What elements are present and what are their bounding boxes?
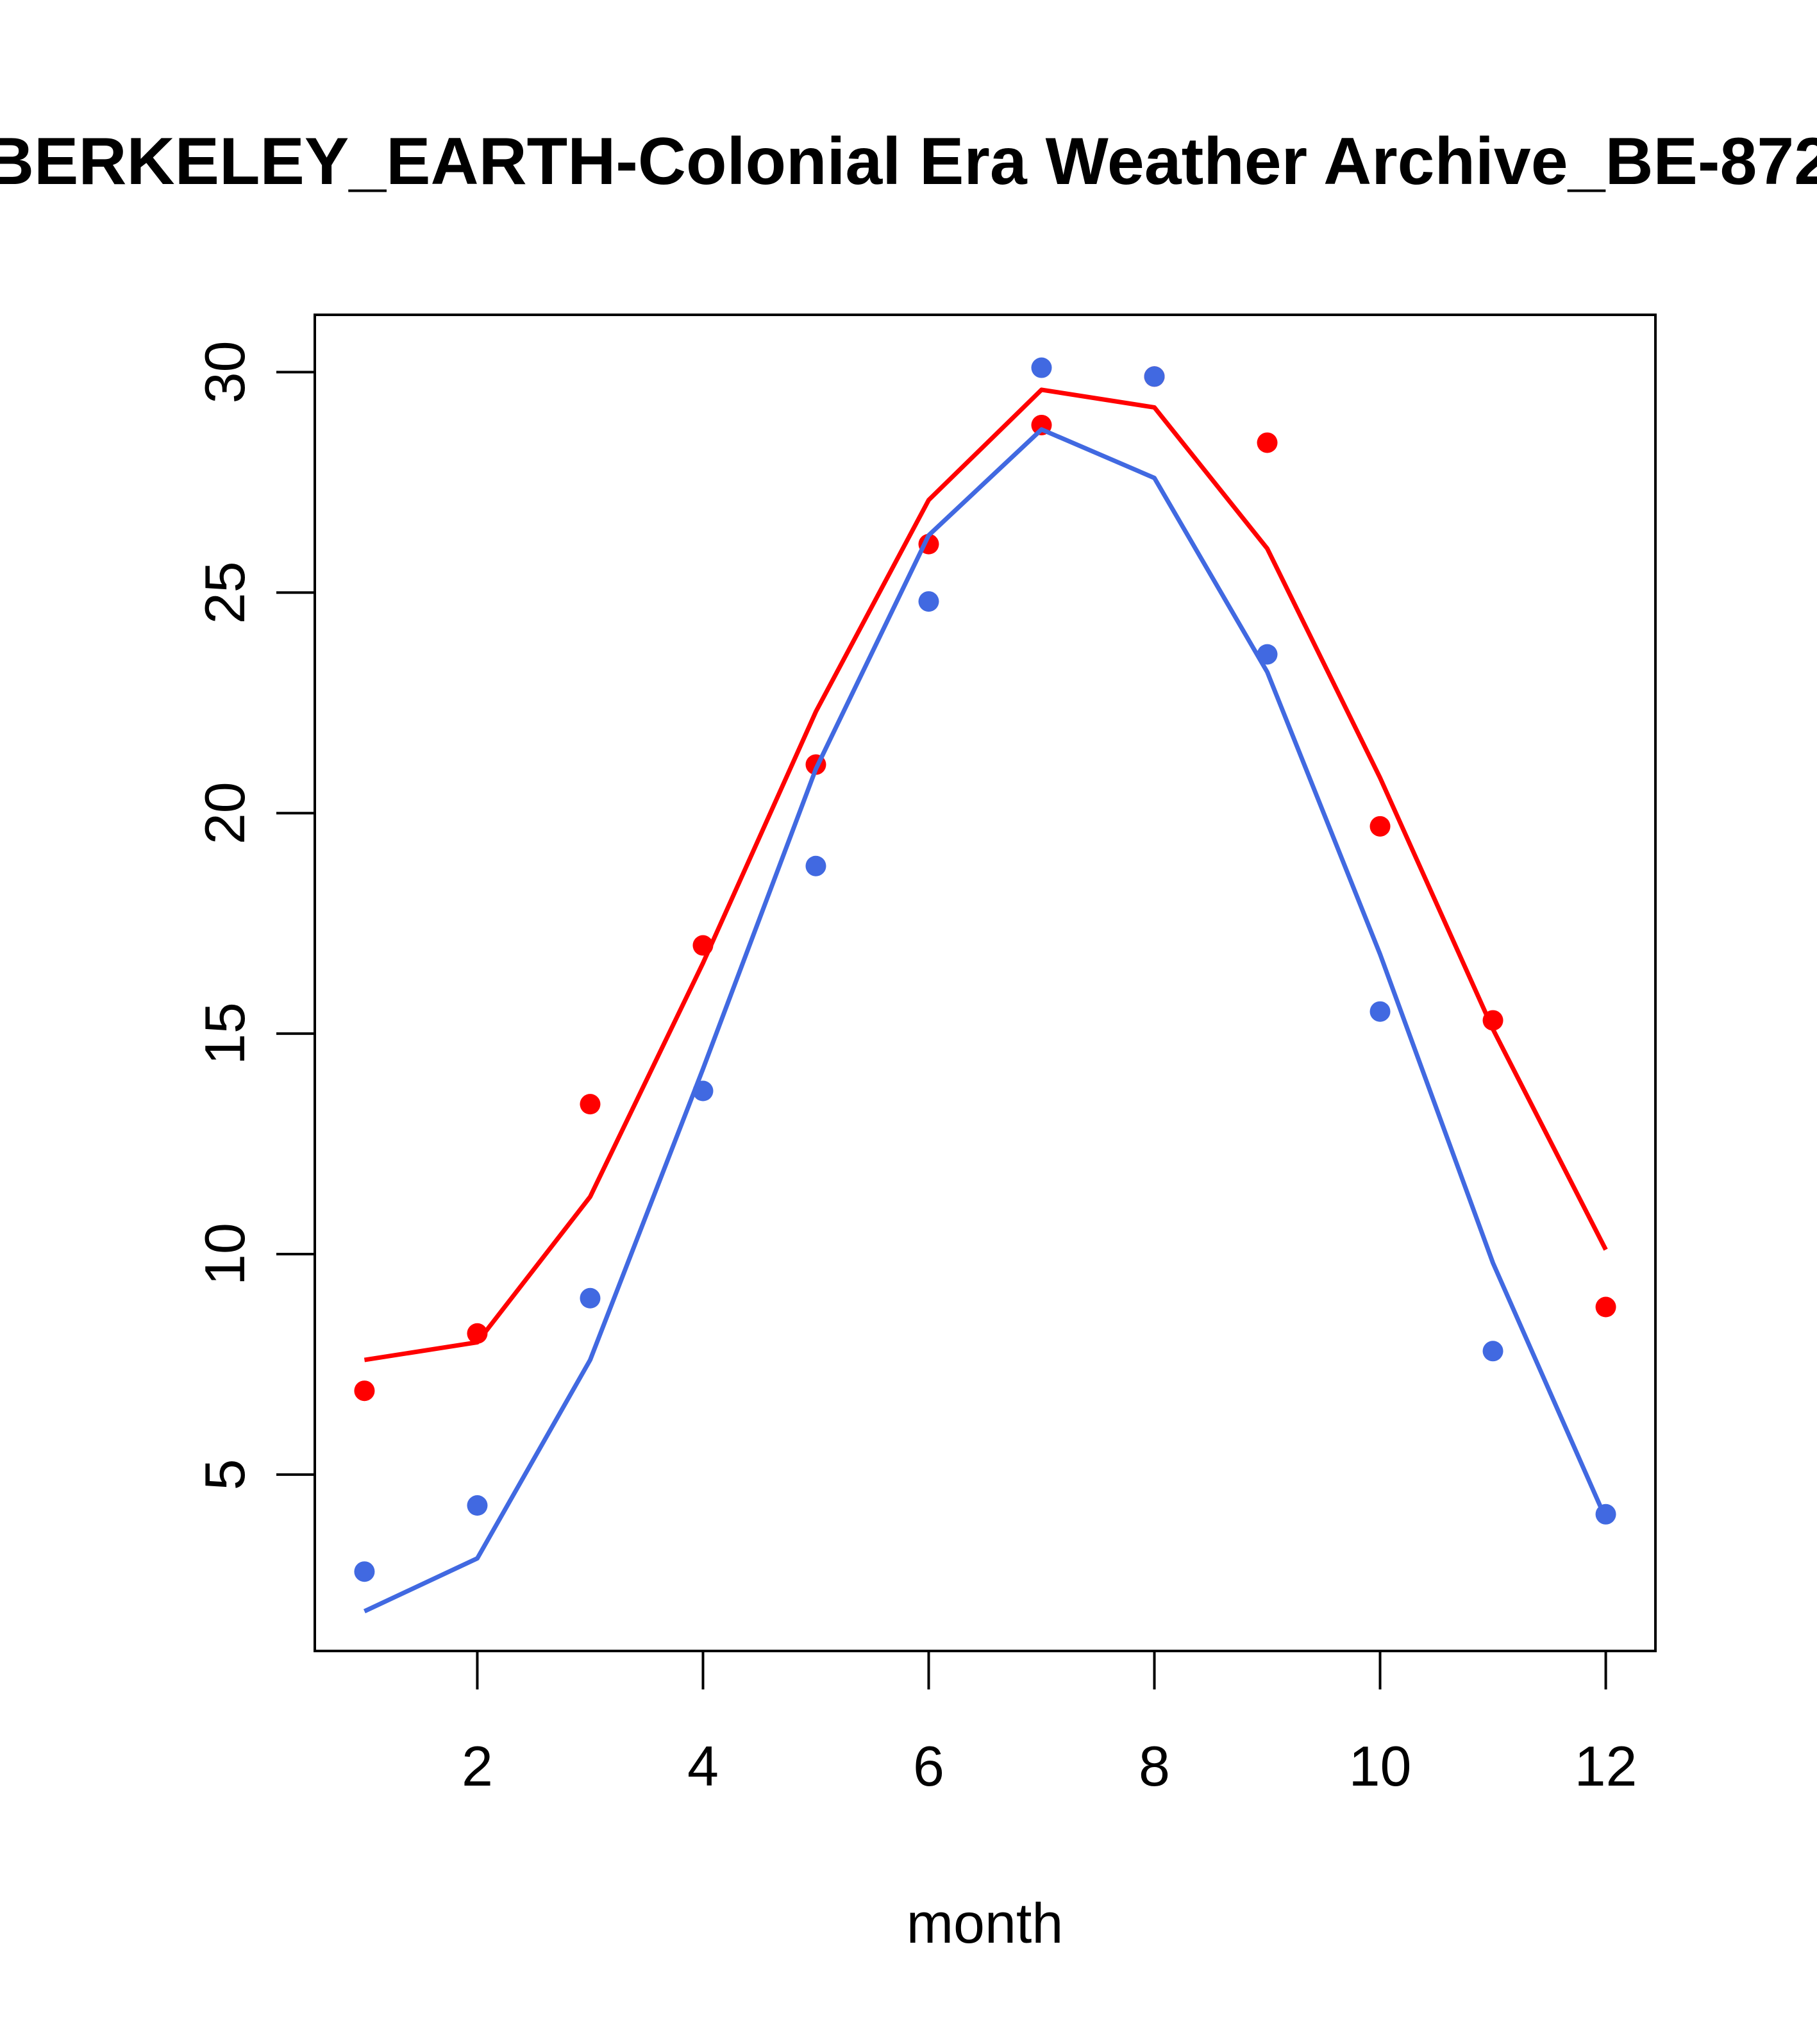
x-axis: 2 4 6 8 10 12 [462,1650,1637,1798]
data-point [1031,357,1052,378]
data-point [692,1080,714,1102]
x-tick-label: 6 [913,1734,944,1798]
data-point [467,1323,488,1344]
series-1 [354,366,1616,1402]
data-point [805,855,826,876]
data-point [354,1380,375,1402]
data-point [1257,432,1278,453]
y-tick-label: 10 [193,1223,256,1286]
y-tick-label: 25 [193,561,256,624]
y-axis: 5 10 15 20 25 30 [193,340,316,1490]
x-tick-label: 10 [1349,1734,1412,1798]
data-point [580,1094,601,1115]
series-2 [354,357,1616,1614]
x-tick-label: 8 [1139,1734,1170,1798]
y-tick-label: 5 [193,1459,256,1490]
x-tick-label: 12 [1575,1734,1637,1798]
data-point [467,1495,488,1516]
data-point [354,1561,375,1582]
chart-title: BERKELEY_EARTH-Colonial Era Weather Arch… [0,124,1817,199]
data-point [1482,1341,1503,1362]
plot-frame [314,314,1657,1652]
data-point [1369,816,1391,837]
data-point [1257,644,1278,665]
data-point [1595,1504,1616,1525]
series-layer [354,357,1616,1614]
data-point [580,1287,601,1309]
y-tick-label: 20 [193,782,256,844]
data-point [1369,1001,1391,1022]
series-line [364,387,1608,1362]
y-tick-label: 15 [193,1002,256,1065]
data-point [1595,1296,1616,1318]
series-line [363,427,1608,1614]
x-tick-label: 4 [687,1734,719,1798]
x-axis-label: month [907,1891,1064,1955]
y-tick-label: 30 [193,340,256,403]
data-point [1144,366,1165,387]
data-point [1482,1010,1503,1031]
data-point [692,935,714,956]
data-point [918,591,939,612]
x-tick-label: 2 [462,1734,493,1798]
